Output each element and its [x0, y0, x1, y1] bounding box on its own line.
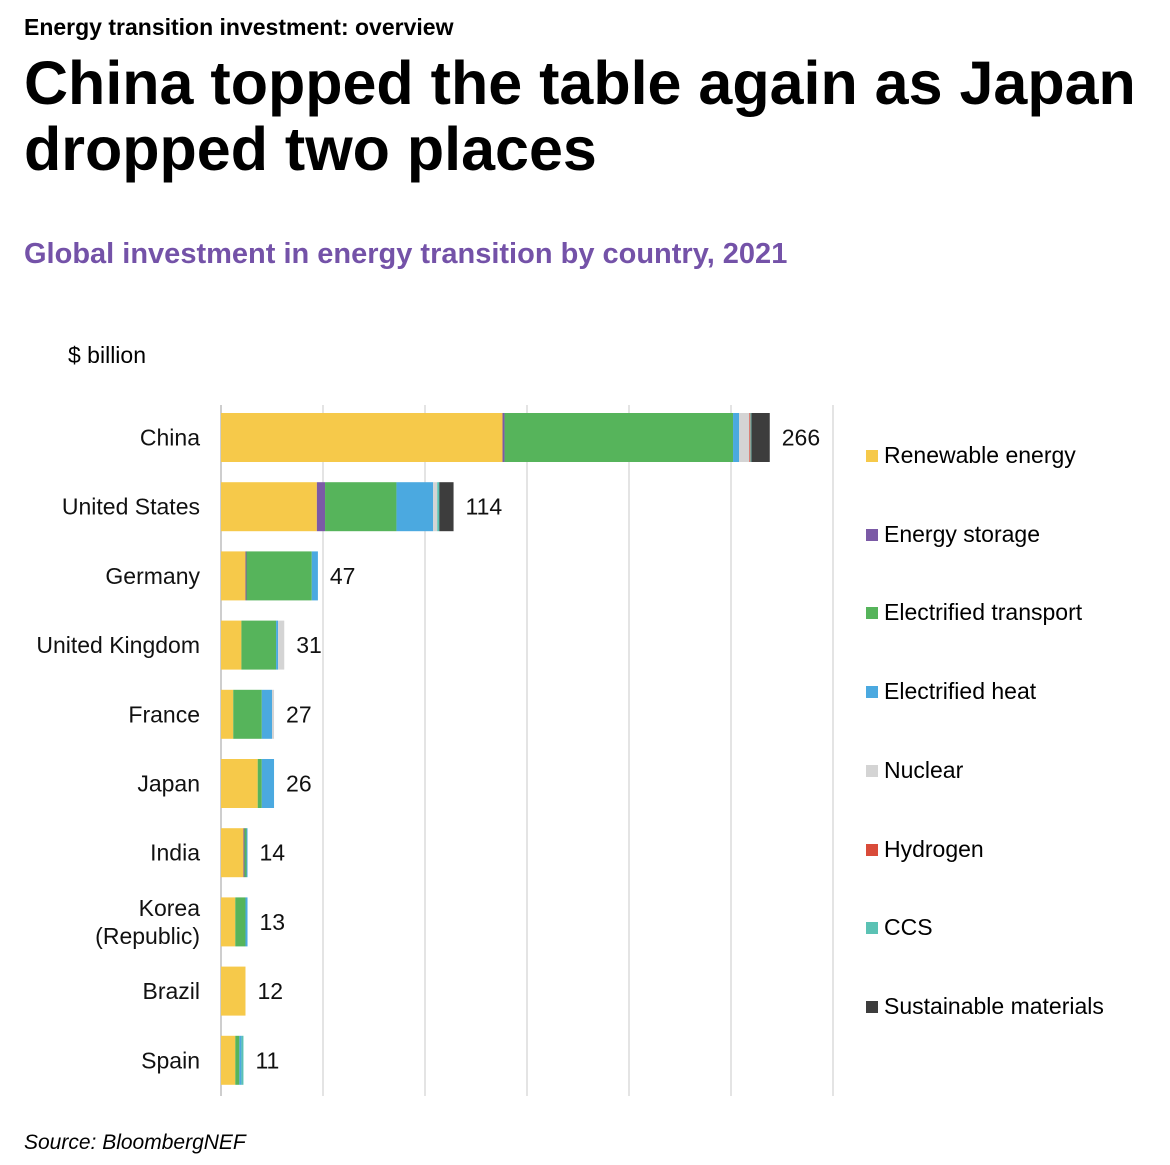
bar-segment — [502, 413, 505, 462]
legend-label: CCS — [884, 914, 933, 941]
legend-swatch — [866, 607, 878, 620]
bar-segment — [325, 482, 397, 532]
bar-segment — [276, 620, 279, 670]
headline: China topped the table again as Japan dr… — [24, 49, 1136, 183]
bar-segment — [751, 413, 770, 462]
legend-swatch — [866, 922, 878, 935]
legend-label: Electrified heat — [884, 678, 1037, 705]
legend-item: CCS — [866, 912, 933, 942]
bar-segment — [244, 828, 247, 878]
bar-segment — [396, 482, 434, 532]
bar-segment — [221, 1035, 236, 1085]
total-label: 114 — [466, 494, 503, 520]
bars — [221, 413, 770, 1085]
bar-segment — [316, 482, 326, 532]
legend-swatch — [866, 843, 878, 856]
bar-segment — [221, 482, 317, 532]
bar-segment — [272, 689, 275, 739]
bar-segment — [257, 759, 262, 808]
legend-swatch — [866, 686, 878, 699]
bar-segment — [437, 482, 440, 532]
category-label: United States — [62, 494, 200, 520]
total-label: 14 — [260, 840, 286, 866]
total-label: 26 — [286, 771, 312, 797]
chart-subtitle: Global investment in energy transition b… — [24, 238, 788, 270]
bar-segment — [243, 828, 245, 878]
kicker: Energy transition investment: overview — [24, 14, 454, 40]
bar-segment — [221, 620, 242, 670]
category-label: India — [150, 840, 200, 866]
bar-segment — [739, 413, 750, 462]
legend-label: Nuclear — [884, 756, 964, 783]
bar-segment — [261, 759, 275, 808]
legend-label: Sustainable materials — [884, 992, 1104, 1019]
bar-segment — [221, 897, 236, 947]
bar-segment — [245, 897, 248, 947]
total-labels: 266 114 47 31 27 26 14 13 12 11 — [255, 425, 820, 1074]
bar-segment — [221, 759, 258, 808]
bar-segment — [235, 897, 246, 947]
total-label: 266 — [782, 425, 820, 451]
bar-segment — [433, 482, 438, 532]
category-label: Brazil — [142, 978, 200, 1004]
bar-segment — [749, 413, 751, 462]
legend-item: Electrified heat — [866, 676, 1036, 706]
bar-segment — [221, 689, 234, 739]
bar-segment — [261, 689, 272, 739]
legend-item: Sustainable materials — [866, 991, 1104, 1021]
category-label: Spain — [141, 1047, 200, 1073]
bar-segment — [221, 828, 244, 878]
category-label: United Kingdom — [36, 632, 200, 658]
total-label: 11 — [255, 1047, 279, 1073]
bar-segment — [311, 551, 318, 601]
stacked-bar-chart: China United States Germany United Kingdom F… — [36, 405, 834, 1096]
category-label: China — [140, 425, 200, 451]
bar-segment — [439, 482, 454, 532]
category-label: Japan — [137, 771, 200, 797]
unit-label: $ billion — [68, 342, 146, 368]
category-label: Korea (Republic) — [95, 895, 200, 949]
legend-swatch — [866, 528, 878, 541]
bar-segment — [241, 620, 277, 670]
source-note: Source: BloombergNEF — [24, 1131, 246, 1154]
total-label: 47 — [330, 563, 356, 589]
category-label: France — [128, 701, 200, 727]
bar-segment — [235, 1035, 240, 1085]
legend-item: Nuclear — [866, 755, 963, 785]
bar-segment — [733, 413, 740, 462]
legend-item: Hydrogen — [866, 834, 984, 864]
legend-label: Renewable energy — [884, 442, 1076, 468]
total-label: 27 — [286, 701, 312, 727]
bar-segment — [246, 551, 312, 601]
legend-label: Electrified transport — [884, 599, 1083, 626]
bar-segment — [278, 620, 285, 670]
category-label: Germany — [105, 563, 200, 589]
legend-swatch — [866, 1000, 878, 1013]
bar-segment — [221, 551, 246, 601]
bar-segment — [245, 551, 247, 601]
bar-segment — [241, 1035, 244, 1085]
legend-item: Electrified transport — [866, 597, 1082, 627]
bar-segment — [221, 413, 503, 462]
bar-segment — [233, 689, 262, 739]
total-label: 12 — [257, 978, 283, 1004]
legend-item: Renewable energy — [866, 440, 1076, 470]
legend-label: Energy storage — [884, 520, 1040, 547]
total-label: 31 — [296, 632, 322, 658]
bar-segment — [221, 966, 246, 1016]
bar-segment — [750, 413, 752, 462]
legend-swatch — [866, 764, 878, 777]
legend-label: Hydrogen — [884, 835, 984, 862]
legend-item: Energy storage — [866, 519, 1040, 549]
bar-segment — [504, 413, 734, 462]
bar-segment — [246, 828, 248, 878]
bar-segment — [239, 1035, 242, 1085]
category-labels: China United States Germany United Kingdom F… — [36, 425, 200, 1074]
total-label: 13 — [260, 909, 286, 935]
legend-swatch — [866, 450, 878, 462]
